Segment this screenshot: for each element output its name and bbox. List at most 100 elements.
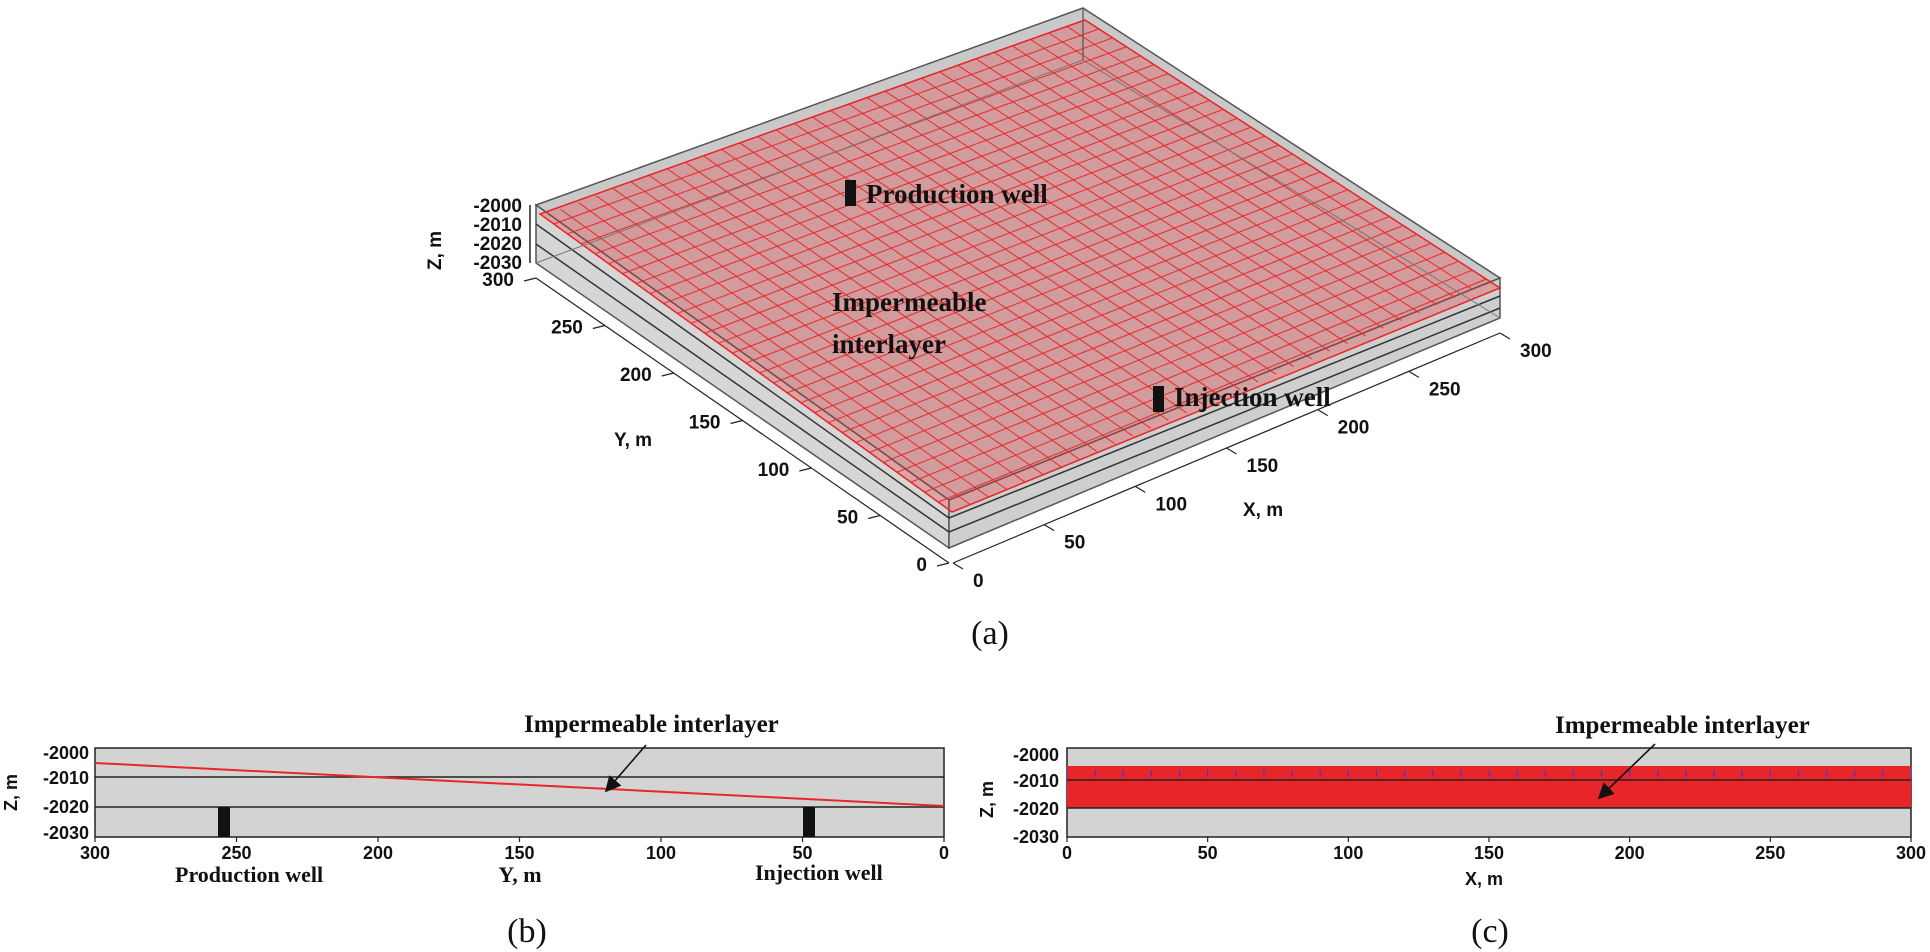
z-axis-label-c: Z, m [977,781,997,818]
x-tick-c: 300 [1896,843,1926,863]
interlayer-label-line2: interlayer [832,329,946,359]
production-well-marker [845,180,856,206]
z-tick-a: -2030 [473,253,522,274]
interlayer-arrow-b [604,744,647,793]
x-tick-b: 0 [939,843,949,863]
x-tick-mark-a [952,562,964,570]
z-tick-c: -2020 [1013,799,1059,819]
z-axis-a: -2000 -2010 -2020 -2030 Z, m [425,196,531,274]
x-tick-a: 0 [973,571,984,592]
x-tick-c: 50 [1198,843,1218,863]
y-tick-a: 300 [482,270,514,291]
x-tick-a: 300 [1520,341,1552,362]
layer-line-2 [535,243,1501,533]
x-tick-mark-a [1043,524,1055,532]
x-tick-a: 250 [1429,379,1461,400]
z-axis-label-b: Z, m [1,774,21,811]
x-tick-b: 200 [363,843,393,863]
x-tick-b: 250 [221,843,251,863]
y-tick-a: 100 [758,460,790,481]
z-tick-c: -2030 [1013,827,1059,847]
x-tick-mark-a [1226,447,1237,455]
interlayer-grid [539,19,1500,513]
section-b-box [94,747,945,838]
x-tick-b: 150 [504,843,534,863]
interlayer-label-c: Impermeable interlayer [1555,712,1810,739]
x-tick-c: 150 [1474,843,1504,863]
z-tick-a: -2000 [473,196,522,217]
x-tick-a: 150 [1247,456,1279,477]
grid-line [1012,45,1428,319]
x-tick-b: 50 [792,843,812,863]
interlayer-arrow-c [1597,743,1656,800]
injection-well-marker [1153,386,1164,412]
production-well-label-b: Production well [175,862,323,887]
z-tick-c: -2010 [1013,771,1059,791]
y-tick-mark-a [592,324,605,330]
panel-c: -2000 -2010 -2020 -2030 Z, m 0 50 100 150 20… [977,712,1926,950]
x-tick-b: 100 [646,843,676,863]
y-tick-mark-a [523,277,537,282]
z-axis-label-a: Z, m [425,231,446,270]
y-tick-mark-a [936,562,950,567]
caption-a: (a) [971,615,1009,652]
grid-line [1030,38,1446,311]
x-tick-a: 100 [1155,494,1187,515]
x-axis-label-a: X, m [1243,500,1283,521]
injection-well-label-b: Injection well [755,860,883,885]
z-tick-b: -2010 [43,768,89,788]
grid-line [896,251,1445,473]
panel-b: -2000 -2010 -2020 -2030 Z, m 300 250 200 15… [1,711,949,950]
x-tick-c: 200 [1615,843,1645,863]
back-edge-3 [535,59,1084,264]
x-tick-mark-a [1317,409,1328,417]
y-tick-a: 0 [916,555,927,576]
y-tick-mark-a [868,514,881,520]
x-tick-a: 200 [1338,418,1370,439]
y-axis-label-a: Y, m [614,430,652,451]
x-tick-mark-a [1499,332,1511,340]
y-tick-a: 50 [837,508,858,529]
caption-c: (c) [1471,913,1509,950]
layer-line-1 [535,223,1501,519]
production-well-label: Production well [866,179,1048,209]
x-axis-label-c: X, m [1465,869,1503,889]
injection-well-marker-b [803,807,815,837]
panel-a: Production well Injection well Impermeab… [425,7,1552,652]
z-tick-b: -2020 [43,797,89,817]
injection-well-label: Injection well [1174,382,1331,412]
x-axis-a: 0 50 100 150 200 250 300 X, m [952,332,1552,592]
z-tick-c: -2000 [1013,745,1059,765]
interlayer-label-b: Impermeable interlayer [524,711,779,738]
y-axis-a: 300 250 200 150 100 50 0 Y, m [482,270,950,576]
x-tick-a: 50 [1064,533,1085,554]
grid-line [938,278,1487,503]
y-tick-a: 200 [620,365,652,386]
x-tick-c: 100 [1333,843,1363,863]
grid-line [924,269,1473,493]
grid-line [1048,32,1464,304]
grid-line [1066,26,1483,296]
production-well-marker-b [218,807,230,837]
caption-b: (b) [507,913,547,950]
x-tick-mark-a [1135,485,1146,493]
interlayer-label-line1: Impermeable [832,287,986,317]
y-tick-a: 150 [689,413,721,434]
section-b-interlayer [94,762,945,807]
grid-line [993,51,1409,326]
grid-line [910,260,1459,483]
z-tick-a: -2010 [473,215,522,236]
grid-line [1084,19,1500,289]
x-axis-label-b: Y, m [498,862,541,887]
y-tick-mark-a [730,419,743,425]
z-tick-a: -2020 [473,234,522,255]
y-tick-mark-a [799,467,812,472]
x-tick-c: 250 [1755,843,1785,863]
x-tick-b: 300 [80,843,110,863]
y-tick-a: 250 [551,318,583,339]
x-tick-c: 0 [1062,843,1072,863]
y-tick-mark-a [661,372,674,377]
z-tick-b: -2030 [43,823,89,843]
x-tick-mark-a [1408,370,1420,378]
